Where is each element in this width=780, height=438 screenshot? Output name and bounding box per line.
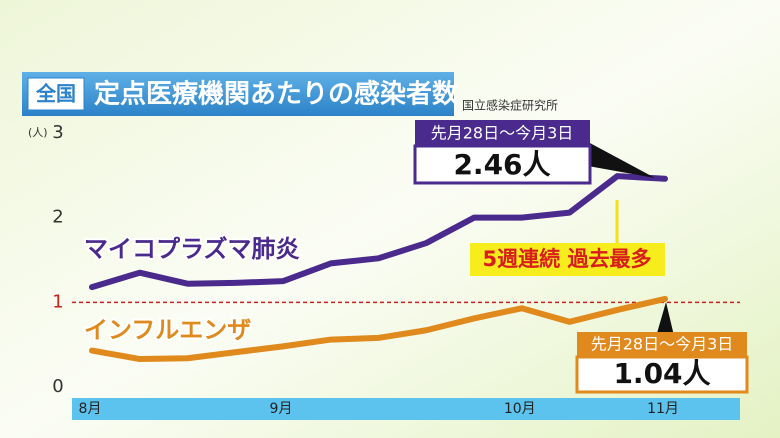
x-tick-label: 10月 bbox=[504, 401, 536, 417]
series-label: マイコプラズマ肺炎 bbox=[84, 235, 300, 263]
callout-body bbox=[413, 144, 592, 185]
callout-period: 先月28日～今月3日 bbox=[591, 335, 734, 354]
callout-body bbox=[575, 355, 749, 394]
region-box bbox=[27, 77, 85, 111]
x-tick-label: 9月 bbox=[270, 401, 293, 417]
callout-pointer bbox=[655, 302, 675, 340]
x-tick-label: 11月 bbox=[647, 401, 679, 417]
y-tick-label: 3 bbox=[52, 122, 63, 143]
y-tick-label: 2 bbox=[52, 207, 63, 228]
callout-period: 先月28日～今月3日 bbox=[431, 124, 574, 143]
title-box bbox=[22, 72, 454, 116]
series-line bbox=[89, 173, 668, 291]
annotation: 5週連続 過去最多 bbox=[483, 247, 652, 271]
y-tick-label: 1 bbox=[52, 291, 63, 312]
callout-header bbox=[577, 332, 747, 357]
series-line bbox=[89, 295, 668, 363]
callout-header bbox=[415, 120, 590, 146]
y-tick-label: 0 bbox=[52, 376, 63, 397]
x-tick-label: 8月 bbox=[79, 401, 102, 417]
value-label: 2.46人 bbox=[453, 148, 550, 181]
annotation-box bbox=[470, 243, 665, 276]
x-axis-bar bbox=[72, 398, 740, 420]
chart-title: 定点医療機関あたりの感染者数 bbox=[94, 79, 459, 110]
y-unit: (人) bbox=[28, 126, 48, 139]
callout-pointer bbox=[588, 142, 655, 178]
region: 全国 bbox=[35, 82, 76, 106]
series-label: インフルエンザ bbox=[84, 316, 251, 344]
source: 国立感染症研究所 bbox=[462, 98, 558, 113]
value-label: 1.04人 bbox=[613, 357, 710, 390]
